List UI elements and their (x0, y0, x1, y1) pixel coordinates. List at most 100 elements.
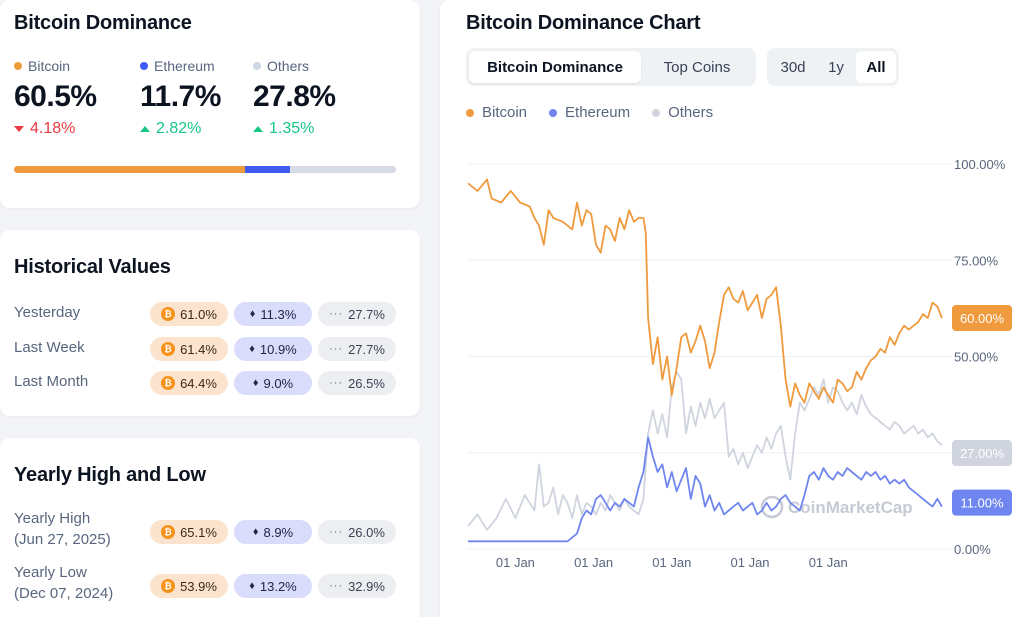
ellipsis-icon: ··· (329, 580, 344, 592)
dominance-bar-others (289, 166, 396, 173)
legend-item-ethereum[interactable]: Ethereum (549, 104, 630, 121)
ellipsis-icon: ··· (329, 526, 344, 538)
historical-row-label: Last Week (14, 339, 85, 356)
watermark-text: CoinMarketCap (788, 498, 913, 517)
eth-chip-value: 11.3% (260, 306, 297, 322)
historical-title: Historical Values (14, 256, 171, 278)
btc-chip: ₿ 64.4% (150, 371, 228, 395)
x-tick-label: 01 Jan (731, 555, 770, 570)
current-value-badge-label: 60.00% (960, 311, 1005, 326)
others-chip-value: 32.9% (348, 578, 385, 594)
yearly-row-label: Yearly High (14, 510, 91, 527)
ethereum-dot-icon (140, 62, 148, 70)
others-chip: ··· 27.7% (318, 302, 396, 326)
ethereum-icon: ♦ (249, 308, 256, 320)
others-chip: ··· 32.9% (318, 574, 396, 598)
btc-chip-value: 64.4% (180, 375, 217, 391)
current-value-badge (952, 440, 1012, 467)
y-tick-label: 75.00% (954, 253, 999, 268)
others-chip: ··· 26.5% (318, 371, 396, 395)
dominance-bitcoin-change: 4.18% (30, 120, 76, 137)
current-value-badge-label: 11.00% (960, 496, 1004, 511)
dominance-bar-ethereum (245, 166, 290, 173)
x-tick-label: 01 Jan (652, 555, 691, 570)
x-tick-label: 01 Jan (496, 555, 535, 570)
btc-chip-value: 65.1% (180, 524, 217, 540)
chart-tabs: Bitcoin Dominance Top Coins (466, 48, 756, 86)
x-tick-label: 01 Jan (809, 555, 848, 570)
ethereum-icon: ♦ (249, 343, 255, 355)
others-chip: ··· 27.7% (318, 337, 396, 361)
eth-chip: ♦ 11.3% (234, 302, 312, 326)
yearly-title: Yearly High and Low (14, 464, 206, 486)
bitcoin-dot-icon (14, 62, 22, 70)
dominance-share-bar (14, 166, 396, 173)
tab-bitcoin-dominance[interactable]: Bitcoin Dominance (469, 51, 641, 83)
ellipsis-icon: ··· (329, 308, 344, 320)
range-all-button[interactable]: All (856, 51, 896, 83)
dominance-bitcoin: Bitcoin 60.5% 4.18% (14, 58, 97, 138)
yearly-row-label: Yearly Low (14, 564, 87, 581)
eth-chip-value: 13.2% (259, 578, 297, 594)
yearly-high-low-card: Yearly High and Low Yearly High (Jun 27,… (0, 438, 420, 617)
legend-item-bitcoin[interactable]: Bitcoin (466, 104, 527, 121)
caret-down-icon (14, 126, 24, 132)
dominance-bar-bitcoin (14, 166, 246, 173)
series-line-others (467, 371, 943, 531)
ethereum-icon: ♦ (252, 377, 259, 389)
series-line-bitcoin (467, 178, 943, 408)
current-value-badge (952, 489, 1012, 516)
historical-row: Yesterday ₿ 61.0% ♦ 11.3% ··· 27.7% (14, 302, 414, 330)
bitcoin-icon: ₿ (161, 525, 176, 539)
range-selector: 30d 1y All (767, 48, 899, 86)
eth-chip: ♦ 8.9% (234, 520, 312, 544)
dominance-bitcoin-label: Bitcoin (28, 58, 71, 74)
dominance-others: Others 27.8% 1.35% (253, 58, 336, 138)
caret-up-icon (253, 126, 263, 132)
bitcoin-icon: ₿ (161, 307, 176, 321)
ethereum-icon: ♦ (252, 526, 259, 538)
historical-row-label: Last Month (14, 373, 89, 390)
dominance-title: Bitcoin Dominance (14, 12, 192, 34)
range-30d-button[interactable]: 30d (780, 58, 806, 76)
btc-chip: ₿ 53.9% (150, 574, 228, 598)
bitcoin-icon: ₿ (161, 376, 176, 390)
yearly-row-date: (Dec 07, 2024) (14, 585, 114, 602)
historical-row: Last Week ₿ 61.4% ♦ 10.9% ··· 27.7% (14, 337, 414, 365)
historical-values-card: Historical Values Yesterday ₿ 61.0% ♦ 11.3… (0, 230, 420, 416)
coinmarketcap-logo-icon (760, 495, 784, 519)
others-legend-dot-icon (652, 108, 661, 117)
eth-chip-value: 9.0% (263, 375, 294, 391)
y-tick-label: 50.00% (954, 350, 999, 365)
yearly-row-date: (Jun 27, 2025) (14, 531, 111, 548)
others-dot-icon (253, 62, 261, 70)
others-chip-value: 26.0% (348, 524, 385, 540)
eth-chip: ♦ 13.2% (234, 574, 312, 598)
others-chip-value: 27.7% (348, 306, 385, 322)
dominance-bitcoin-value: 60.5% (14, 80, 97, 113)
dominance-ethereum: Ethereum 11.7% 2.82% (140, 58, 221, 138)
ellipsis-icon: ··· (329, 343, 344, 355)
y-tick-label: 100.00% (954, 157, 1006, 172)
others-chip: ··· 26.0% (318, 520, 396, 544)
dominance-ethereum-value: 11.7% (140, 80, 221, 113)
eth-chip-value: 8.9% (263, 524, 294, 540)
ellipsis-icon: ··· (329, 377, 344, 389)
others-chip-value: 26.5% (348, 375, 385, 391)
btc-chip-value: 61.4% (180, 341, 217, 357)
dominance-ethereum-change: 2.82% (156, 120, 202, 137)
eth-chip: ♦ 9.0% (234, 371, 312, 395)
chart-title: Bitcoin Dominance Chart (466, 12, 701, 34)
range-1y-button[interactable]: 1y (828, 58, 844, 76)
current-value-badge (952, 305, 1012, 331)
legend-label: Bitcoin (482, 104, 528, 121)
historical-row: Last Month ₿ 64.4% ♦ 9.0% ··· 26.5% (14, 371, 414, 399)
legend-item-others[interactable]: Others (652, 104, 713, 121)
eth-chip-value: 10.9% (259, 341, 297, 357)
caret-up-icon (140, 126, 150, 132)
yearly-row: Yearly High (Jun 27, 2025) ₿ 65.1% ♦ 8.9% … (14, 508, 414, 552)
historical-row-label: Yesterday (14, 304, 81, 321)
tab-top-coins[interactable]: Top Coins (663, 58, 731, 76)
dominance-ethereum-label: Ethereum (154, 58, 215, 74)
